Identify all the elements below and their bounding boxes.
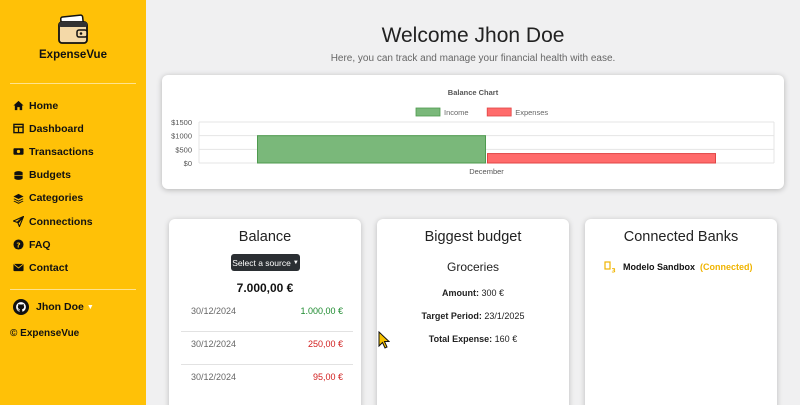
budget-period: Target Period: 23/1/2025 — [377, 311, 569, 321]
paper-plane-icon — [13, 216, 24, 228]
biggest-budget-title: Biggest budget — [424, 229, 522, 245]
sidebar-item-connections[interactable]: Connections — [13, 210, 94, 233]
bank-icon: 3 — [604, 261, 618, 273]
home-icon — [13, 100, 24, 111]
wallet-logo-icon — [58, 14, 88, 44]
chevron-down-icon: ▼ — [86, 303, 94, 311]
budget-amount-value: 300 € — [481, 288, 505, 298]
budget-expense-value: 160 € — [494, 334, 518, 344]
y-tick-label: $500 — [175, 145, 192, 154]
transaction-row[interactable]: 30/12/2024 1.000,00 € — [181, 301, 353, 321]
biggest-budget-card: Biggest budget Groceries Amount: 300 € T… — [377, 219, 569, 405]
divider — [181, 331, 353, 332]
budget-expense-label: Total Expense: — [428, 334, 493, 344]
select-source-label: Select a source — [232, 257, 291, 268]
bank-name: Modelo Sandbox — [623, 262, 695, 272]
money-icon — [13, 146, 24, 157]
sidebar-item-label: Transactions — [29, 145, 94, 158]
y-tick-label: $1000 — [171, 132, 192, 141]
table-icon — [13, 123, 24, 134]
sidebar-item-contact[interactable]: Contact — [13, 256, 94, 279]
transaction-date: 30/12/2024 — [191, 306, 237, 316]
user-menu[interactable]: Jhon Doe ▼ — [13, 299, 94, 315]
bar-expenses — [487, 153, 716, 164]
budget-amount: Amount: 300 € — [377, 288, 569, 298]
x-tick-label: December — [469, 167, 504, 176]
legend-label: Expenses — [515, 108, 548, 117]
transaction-date: 30/12/2024 — [191, 372, 237, 382]
coins-icon — [13, 170, 24, 181]
y-tick-label: $0 — [184, 159, 192, 168]
sidebar-item-label: Dashboard — [29, 122, 84, 135]
sidebar-item-dashboard[interactable]: Dashboard — [13, 117, 94, 140]
transaction-row[interactable]: 30/12/2024 95,00 € — [181, 367, 353, 387]
connected-banks-title: Connected Banks — [623, 229, 739, 245]
sidebar-item-label: Connections — [29, 215, 93, 228]
mouse-cursor-icon — [378, 331, 390, 349]
y-tick-label: $1500 — [171, 118, 192, 127]
budget-expense: Total Expense: 160 € — [377, 334, 569, 344]
bar-income — [257, 135, 486, 164]
divider — [181, 364, 353, 365]
sidebar-item-label: Budgets — [29, 169, 71, 182]
budget-amount-label: Amount: — [441, 288, 479, 298]
chart-title: Balance Chart — [448, 88, 499, 97]
sidebar-item-label: Home — [29, 99, 59, 112]
sidebar-divider — [10, 289, 136, 290]
balance-total: 7.000,00 € — [236, 281, 294, 295]
transaction-amount: 1.000,00 € — [300, 306, 343, 316]
transaction-amount: 250,00 € — [307, 339, 343, 349]
budget-period-value: 23/1/2025 — [484, 311, 525, 321]
page-title: Welcome Jhon Doe — [381, 24, 565, 47]
sidebar-item-label: Categories — [29, 192, 84, 205]
legend-swatch — [486, 107, 512, 117]
select-source-dropdown[interactable]: Select a source ▼ — [231, 254, 300, 271]
sidebar-item-faq[interactable]: ? FAQ — [13, 233, 94, 256]
copyright: © ExpenseVue — [10, 328, 80, 339]
bank-item[interactable]: 3 Modelo Sandbox (Connected) — [604, 261, 753, 273]
layers-icon — [13, 193, 24, 204]
legend-label: Income — [444, 108, 469, 117]
budget-period-label: Target Period: — [421, 311, 482, 321]
bank-status: (Connected) — [700, 262, 753, 272]
connected-banks-card: Connected Banks 3 Modelo Sandbox (Connec… — [585, 219, 777, 405]
question-circle-icon: ? — [13, 239, 24, 250]
transaction-date: 30/12/2024 — [191, 339, 237, 349]
brand[interactable]: ExpenseVue — [0, 14, 146, 61]
caret-down-icon: ▼ — [292, 259, 299, 266]
budget-name: Groceries — [446, 260, 499, 274]
github-icon — [13, 299, 29, 315]
user-name: Jhon Doe — [36, 301, 84, 313]
page-subtitle: Here, you can track and manage your fina… — [330, 53, 616, 64]
svg-text:?: ? — [16, 240, 20, 249]
envelope-icon — [13, 262, 24, 273]
sidebar-divider — [10, 83, 136, 84]
balance-chart-card: Balance Chart Income Expenses $0 $500 $1000 $1… — [162, 75, 784, 189]
legend-swatch — [415, 107, 441, 117]
sidebar-nav: Home Dashboard Transactions Budgets Cate… — [13, 94, 94, 280]
sidebar-item-budgets[interactable]: Budgets — [13, 164, 94, 187]
sidebar-item-transactions[interactable]: Transactions — [13, 140, 94, 163]
balance-title: Balance — [238, 229, 292, 245]
sidebar-item-categories[interactable]: Categories — [13, 187, 94, 210]
transaction-row[interactable]: 30/12/2024 250,00 € — [181, 334, 353, 354]
sidebar-item-label: Contact — [29, 261, 69, 274]
sidebar-item-home[interactable]: Home — [13, 94, 94, 117]
balance-card: Balance Select a source ▼ 7.000,00 € 30/1… — [169, 219, 361, 405]
balance-chart: Balance Chart Income Expenses $0 $500 $1000 $1… — [171, 88, 775, 176]
sidebar-item-label: FAQ — [29, 238, 51, 251]
svg-text:3: 3 — [612, 268, 616, 274]
transaction-amount: 95,00 € — [312, 372, 343, 382]
brand-name: ExpenseVue — [39, 49, 107, 61]
sidebar: ExpenseVue Home Dashboard Transactions B… — [0, 0, 146, 405]
